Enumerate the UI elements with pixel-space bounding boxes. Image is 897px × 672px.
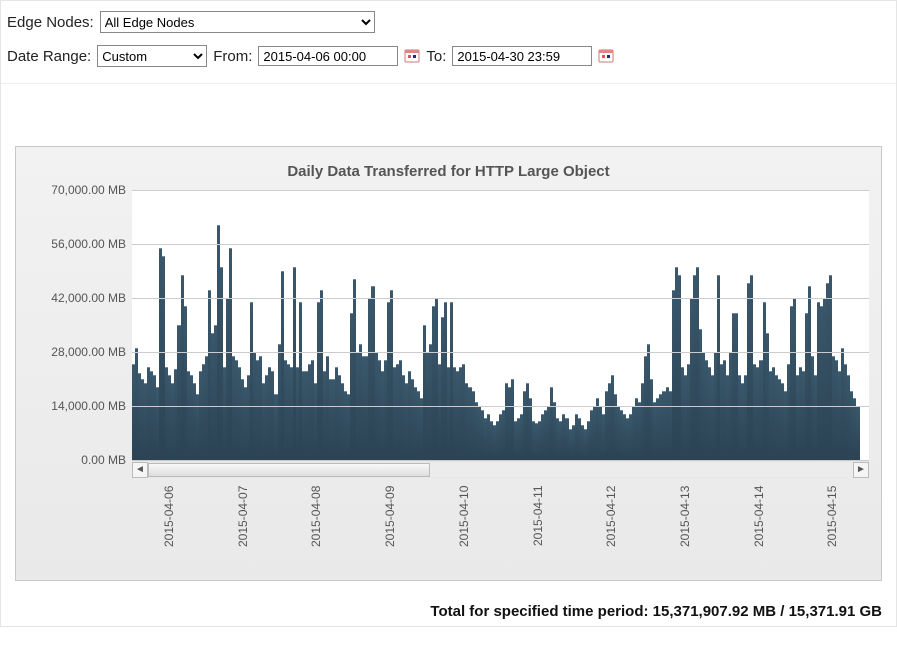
y-tick-label: 56,000.00 MB xyxy=(51,237,126,251)
date-range-select[interactable]: Custom xyxy=(97,45,207,67)
gridline xyxy=(132,406,869,407)
scroll-track[interactable] xyxy=(148,463,853,477)
y-tick-label: 0.00 MB xyxy=(81,453,126,467)
x-axis: 2015-04-062015-04-072015-04-082015-04-09… xyxy=(132,478,869,568)
from-label: From: xyxy=(213,48,252,65)
to-label: To: xyxy=(426,48,446,65)
x-tick-label: 2015-04-06 xyxy=(132,486,206,564)
edge-nodes-select[interactable]: All Edge Nodes xyxy=(100,11,375,33)
scroll-left-button[interactable]: ◄ xyxy=(132,462,148,478)
filter-bar: Edge Nodes: All Edge Nodes Date Range: C… xyxy=(1,1,896,84)
total-label: Total for specified time period: xyxy=(430,603,652,620)
plot-area xyxy=(132,190,869,460)
gridline xyxy=(132,190,869,191)
total-gb: 15,371.91 GB xyxy=(789,603,882,620)
gridline xyxy=(132,298,869,299)
x-tick-label: 2015-04-13 xyxy=(648,486,722,564)
bars-container xyxy=(132,190,869,460)
chart-title: Daily Data Transferred for HTTP Large Ob… xyxy=(28,163,869,180)
plot-wrap: ◄ ► xyxy=(132,190,869,478)
chart-body: 70,000.00 MB56,000.00 MB42,000.00 MB28,0… xyxy=(28,190,869,478)
date-range-label: Date Range: xyxy=(7,48,91,65)
x-tick-label: 2015-04-08 xyxy=(279,486,353,564)
scroll-thumb[interactable] xyxy=(148,463,430,477)
x-tick-label: 2015-04-07 xyxy=(206,486,280,564)
filter-row-date: Date Range: Custom From: To: xyxy=(7,45,890,67)
edge-nodes-label: Edge Nodes: xyxy=(7,14,94,31)
bar xyxy=(856,406,859,460)
total-sep: / xyxy=(776,603,789,620)
x-tick-label: 2015-04-11 xyxy=(501,486,575,564)
y-tick-label: 28,000.00 MB xyxy=(51,345,126,359)
total-line: Total for specified time period: 15,371,… xyxy=(1,595,896,626)
y-tick-label: 14,000.00 MB xyxy=(51,399,126,413)
to-input[interactable] xyxy=(452,46,592,66)
gridline xyxy=(132,244,869,245)
y-tick-label: 42,000.00 MB xyxy=(51,291,126,305)
chart-panel: Daily Data Transferred for HTTP Large Ob… xyxy=(15,146,882,581)
calendar-icon[interactable] xyxy=(404,48,420,64)
x-tick-label: 2015-04-09 xyxy=(353,486,427,564)
x-tick-label: 2015-04-10 xyxy=(427,486,501,564)
y-tick-label: 70,000.00 MB xyxy=(51,183,126,197)
gridline xyxy=(132,352,869,353)
y-axis: 70,000.00 MB56,000.00 MB42,000.00 MB28,0… xyxy=(28,190,132,460)
total-mb: 15,371,907.92 MB xyxy=(653,603,776,620)
x-tick-label: 2015-04-15 xyxy=(795,486,869,564)
filter-row-edge: Edge Nodes: All Edge Nodes xyxy=(7,11,890,33)
from-input[interactable] xyxy=(258,46,398,66)
scroll-right-button[interactable]: ► xyxy=(853,462,869,478)
report-page: Edge Nodes: All Edge Nodes Date Range: C… xyxy=(0,0,897,627)
chart-scrollbar: ◄ ► xyxy=(132,460,869,478)
x-tick-label: 2015-04-12 xyxy=(574,486,648,564)
x-tick-label: 2015-04-14 xyxy=(722,486,796,564)
calendar-icon[interactable] xyxy=(598,48,614,64)
